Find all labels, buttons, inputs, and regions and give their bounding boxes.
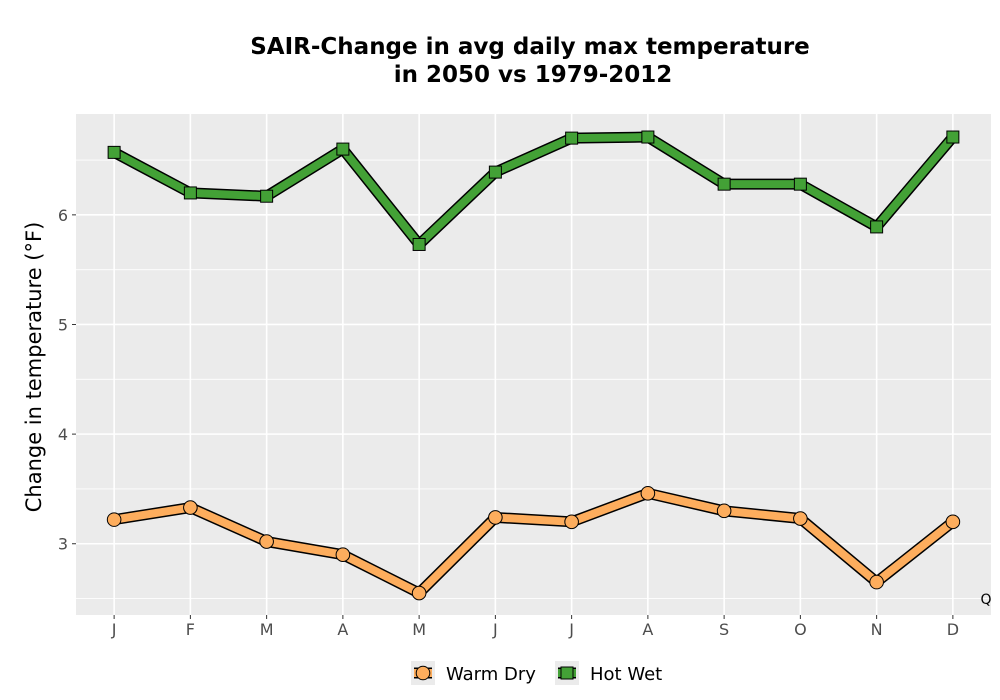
- data-point-circle: [716, 503, 732, 519]
- data-point-square: [793, 177, 807, 191]
- chart-title-line-1: SAIR-Change in avg daily max temperature: [250, 34, 810, 60]
- series-warm-dry: [106, 486, 961, 601]
- x-tick-label: M: [260, 620, 274, 639]
- axis-layer: 3 4 5 6 J F M A M J J A S O N D: [58, 206, 959, 639]
- legend: Warm Dry Hot Wet: [411, 661, 662, 685]
- data-point-square: [260, 189, 274, 203]
- legend-key-square: [560, 666, 574, 680]
- series-line: [110, 489, 957, 598]
- y-axis-title: Change in temperature (°F): [22, 222, 46, 513]
- chart-title: SAIR-Change in avg daily max temperature…: [250, 34, 810, 88]
- data-point-square: [946, 130, 960, 144]
- data-point-square: [870, 220, 884, 234]
- x-tick-label: O: [794, 620, 807, 639]
- x-tick-label: J: [568, 620, 574, 639]
- data-point-circle: [564, 514, 579, 530]
- grid-lines: [76, 114, 991, 615]
- data-point-circle: [488, 510, 503, 525]
- x-tick-label: A: [642, 620, 653, 639]
- data-point-square: [336, 142, 350, 156]
- data-point-circle: [640, 486, 656, 501]
- data-point-circle: [411, 585, 427, 601]
- x-tick-label: J: [111, 620, 117, 639]
- data-point-circle: [106, 512, 122, 527]
- data-point-circle: [945, 514, 961, 530]
- legend-label: Hot Wet: [590, 664, 662, 685]
- data-point-square: [488, 165, 502, 179]
- legend-key-circle: [415, 665, 431, 681]
- data-point-square: [107, 145, 121, 159]
- data-point-square: [565, 131, 579, 145]
- x-tick-label: J: [492, 620, 498, 639]
- legend-item-warm-dry: Warm Dry: [411, 661, 536, 685]
- data-point-square: [641, 130, 655, 144]
- y-tick-label: 6: [58, 206, 68, 225]
- data-point-circle: [183, 500, 198, 515]
- x-tick-label: D: [947, 620, 959, 639]
- chart-title-line-2: in 2050 vs 1979-2012: [394, 62, 673, 88]
- x-tick-label: A: [337, 620, 348, 639]
- data-point-square: [412, 237, 426, 251]
- data-point-circle: [335, 547, 351, 563]
- series-line: [110, 133, 957, 249]
- legend-label: Warm Dry: [446, 664, 536, 685]
- data-point-circle: [869, 574, 884, 590]
- x-tick-label: S: [719, 620, 729, 639]
- x-tick-label: F: [186, 620, 195, 639]
- y-tick-label: 5: [58, 315, 68, 334]
- data-point-square: [183, 186, 197, 200]
- data-point-square: [717, 177, 731, 191]
- y-tick-label: 3: [58, 535, 68, 554]
- series-layer: [106, 130, 961, 601]
- x-tick-label: M: [412, 620, 426, 639]
- x-tick-label: N: [871, 620, 883, 639]
- y-tick-label: 4: [58, 425, 68, 444]
- data-point-circle: [259, 534, 274, 549]
- corner-note: Q: [980, 592, 991, 608]
- legend-item-hot-wet: Hot Wet: [555, 661, 662, 685]
- data-point-circle: [793, 511, 808, 526]
- series-hot-wet: [107, 130, 960, 251]
